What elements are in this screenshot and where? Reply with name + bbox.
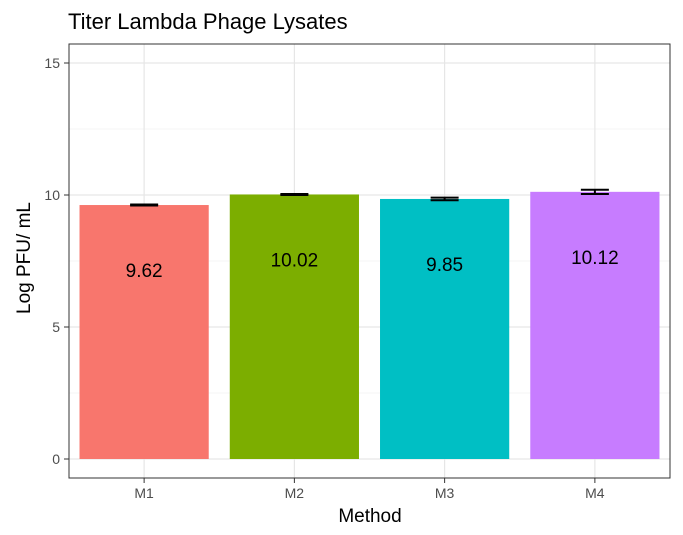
x-axis-title: Method <box>338 506 401 527</box>
y-tick-label: 10 <box>44 187 60 203</box>
x-axis: M1 M2 M3 M4 <box>134 478 605 501</box>
bars <box>79 191 660 460</box>
value-label-m1: 9.62 <box>126 261 163 282</box>
value-labels: 9.62 10.02 9.85 10.12 <box>126 248 619 282</box>
x-tick-label-m2: M2 <box>285 485 305 501</box>
y-tick-label: 15 <box>44 55 60 71</box>
bar-m3 <box>380 198 510 459</box>
value-label-m2: 10.02 <box>271 250 319 271</box>
value-label-m3: 9.85 <box>426 255 463 276</box>
error-bar-m1 <box>130 203 159 207</box>
plot-panel-border <box>68 43 671 479</box>
error-bar-m3 <box>430 196 459 202</box>
bar-m1 <box>79 205 209 459</box>
y-axis-title: Log PFU/ mL <box>14 202 35 314</box>
error-bar-m2 <box>280 192 309 196</box>
y-axis: 0 5 10 15 <box>44 55 69 467</box>
chart-title: Titer Lambda Phage Lysates <box>68 9 348 34</box>
bar-m4 <box>530 191 660 459</box>
x-tick-label-m4: M4 <box>585 485 605 501</box>
error-bar-m4 <box>580 188 609 195</box>
y-tick-label: 5 <box>52 319 60 335</box>
y-tick-label: 0 <box>52 451 60 467</box>
x-tick-label-m1: M1 <box>134 485 154 501</box>
x-tick-label-m3: M3 <box>435 485 455 501</box>
error-bars <box>130 188 609 207</box>
bar-m2 <box>229 194 359 460</box>
value-label-m4: 10.12 <box>571 248 619 269</box>
